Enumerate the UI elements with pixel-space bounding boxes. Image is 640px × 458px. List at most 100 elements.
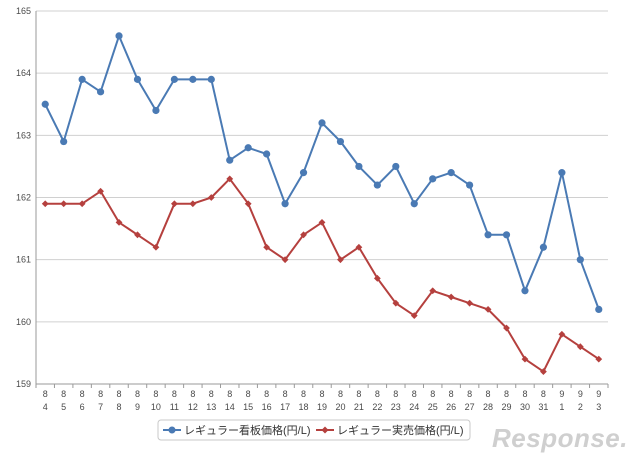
x-tick-label-day: 30 bbox=[520, 402, 530, 412]
legend-marker-0 bbox=[168, 426, 176, 434]
x-tick-label-month: 8 bbox=[117, 389, 122, 399]
series-1-point bbox=[244, 200, 252, 208]
x-tick-label-day: 5 bbox=[61, 402, 66, 412]
y-tick-label: 163 bbox=[16, 130, 31, 140]
x-tick-label-month: 8 bbox=[486, 389, 491, 399]
series-1-point bbox=[558, 330, 566, 338]
series-1-point bbox=[447, 293, 455, 301]
x-tick-label-month: 8 bbox=[153, 389, 158, 399]
series-0-point bbox=[318, 119, 326, 127]
legend-item-1: レギュラー実売価格(円/L) bbox=[316, 423, 464, 437]
y-tick-label: 162 bbox=[16, 193, 31, 203]
series-0-point bbox=[244, 144, 252, 152]
x-tick-label-day: 21 bbox=[354, 402, 364, 412]
series-1-point bbox=[263, 243, 271, 251]
x-tick-label-month: 8 bbox=[80, 389, 85, 399]
series-1-point bbox=[373, 274, 381, 282]
series-0-point bbox=[521, 287, 529, 295]
series-0-point bbox=[558, 169, 566, 177]
series-0-point bbox=[207, 75, 215, 83]
x-tick-label-month: 8 bbox=[375, 389, 380, 399]
x-axis: 8485868788898108118128138148158168178188… bbox=[35, 383, 609, 412]
x-tick-label-month: 8 bbox=[430, 389, 435, 399]
series-0-point bbox=[410, 200, 418, 208]
x-tick-label-month: 8 bbox=[227, 389, 232, 399]
series-1-point bbox=[540, 368, 547, 375]
legend-label-0: レギュラー看板価格(円/L) bbox=[184, 423, 311, 437]
x-tick-label-day: 16 bbox=[262, 402, 272, 412]
series-0-point bbox=[429, 175, 437, 183]
x-tick-label-month: 8 bbox=[209, 389, 214, 399]
legend: レギュラー看板価格(円/L) レギュラー実売価格(円/L) bbox=[157, 419, 471, 441]
x-tick-label-month: 8 bbox=[246, 389, 251, 399]
x-tick-label-day: 27 bbox=[465, 402, 475, 412]
x-tick-label-day: 6 bbox=[80, 402, 85, 412]
x-tick-label-month: 8 bbox=[412, 389, 417, 399]
x-tick-label-month: 8 bbox=[522, 389, 527, 399]
x-tick-label-month: 8 bbox=[467, 389, 472, 399]
x-tick-label-month: 8 bbox=[319, 389, 324, 399]
x-tick-label-month: 8 bbox=[190, 389, 195, 399]
x-tick-label-month: 8 bbox=[61, 389, 66, 399]
series-0-point bbox=[281, 200, 289, 208]
series-1-point bbox=[189, 200, 197, 208]
x-tick-label-day: 31 bbox=[538, 402, 548, 412]
x-tick-label-day: 19 bbox=[317, 402, 327, 412]
x-tick-label-month: 9 bbox=[578, 389, 583, 399]
series-1-point bbox=[595, 355, 603, 363]
x-tick-label-day: 17 bbox=[280, 402, 290, 412]
series-0-point bbox=[355, 162, 363, 171]
series-1-point bbox=[503, 324, 510, 332]
x-tick-label-month: 8 bbox=[393, 389, 398, 399]
x-tick-label-month: 8 bbox=[135, 389, 140, 399]
x-tick-label-month: 9 bbox=[559, 389, 564, 399]
series-1-point bbox=[429, 287, 437, 295]
series-0-point bbox=[96, 88, 105, 96]
series-0-point bbox=[299, 169, 308, 177]
series-0-point bbox=[576, 256, 584, 264]
x-tick-label-month: 9 bbox=[596, 389, 601, 399]
x-tick-label-month: 8 bbox=[98, 389, 103, 399]
series-0-point bbox=[263, 150, 271, 158]
x-tick-label-day: 8 bbox=[117, 402, 122, 412]
series-0-point bbox=[539, 243, 548, 251]
y-tick-label: 160 bbox=[16, 317, 31, 327]
x-tick-label-day: 23 bbox=[391, 402, 401, 412]
x-tick-label-day: 29 bbox=[502, 402, 512, 412]
series-0-point bbox=[226, 156, 234, 164]
x-tick-label-month: 8 bbox=[264, 389, 269, 399]
x-tick-label-month: 8 bbox=[301, 389, 306, 399]
series-1-point bbox=[392, 299, 400, 307]
series-1-point bbox=[226, 175, 234, 183]
series-1-point bbox=[152, 243, 160, 251]
y-tick-label: 165 bbox=[16, 6, 31, 16]
x-tick-label-month: 8 bbox=[541, 389, 546, 399]
x-tick-label-day: 14 bbox=[225, 402, 235, 412]
x-tick-label-day: 2 bbox=[578, 402, 583, 412]
response-watermark: Response. bbox=[492, 423, 628, 453]
series-1-point bbox=[78, 200, 86, 208]
x-tick-label-day: 18 bbox=[299, 402, 309, 412]
legend-box bbox=[157, 419, 471, 441]
series-0-point bbox=[189, 75, 197, 83]
x-tick-label-day: 7 bbox=[98, 402, 103, 412]
x-tick-label-day: 4 bbox=[43, 402, 48, 412]
x-tick-label-month: 8 bbox=[449, 389, 454, 399]
series-0-point bbox=[170, 75, 178, 83]
series-0-point bbox=[595, 305, 603, 313]
x-tick-label-day: 9 bbox=[135, 402, 140, 412]
y-axis: 159 160 161 162 163 164 165 bbox=[16, 6, 37, 389]
series-1-point bbox=[207, 194, 215, 201]
x-tick-label-day: 10 bbox=[151, 402, 161, 412]
series-1-point bbox=[281, 256, 289, 264]
x-tick-label-month: 8 bbox=[356, 389, 361, 399]
x-tick-label-day: 15 bbox=[243, 402, 253, 412]
x-tick-label-day: 20 bbox=[335, 402, 345, 412]
series bbox=[41, 32, 603, 375]
series-0-point bbox=[115, 32, 123, 40]
series-1-point bbox=[41, 200, 49, 208]
series-0-point bbox=[152, 106, 160, 115]
legend-label-1: レギュラー実売価格(円/L) bbox=[337, 423, 464, 437]
grid bbox=[36, 10, 608, 323]
